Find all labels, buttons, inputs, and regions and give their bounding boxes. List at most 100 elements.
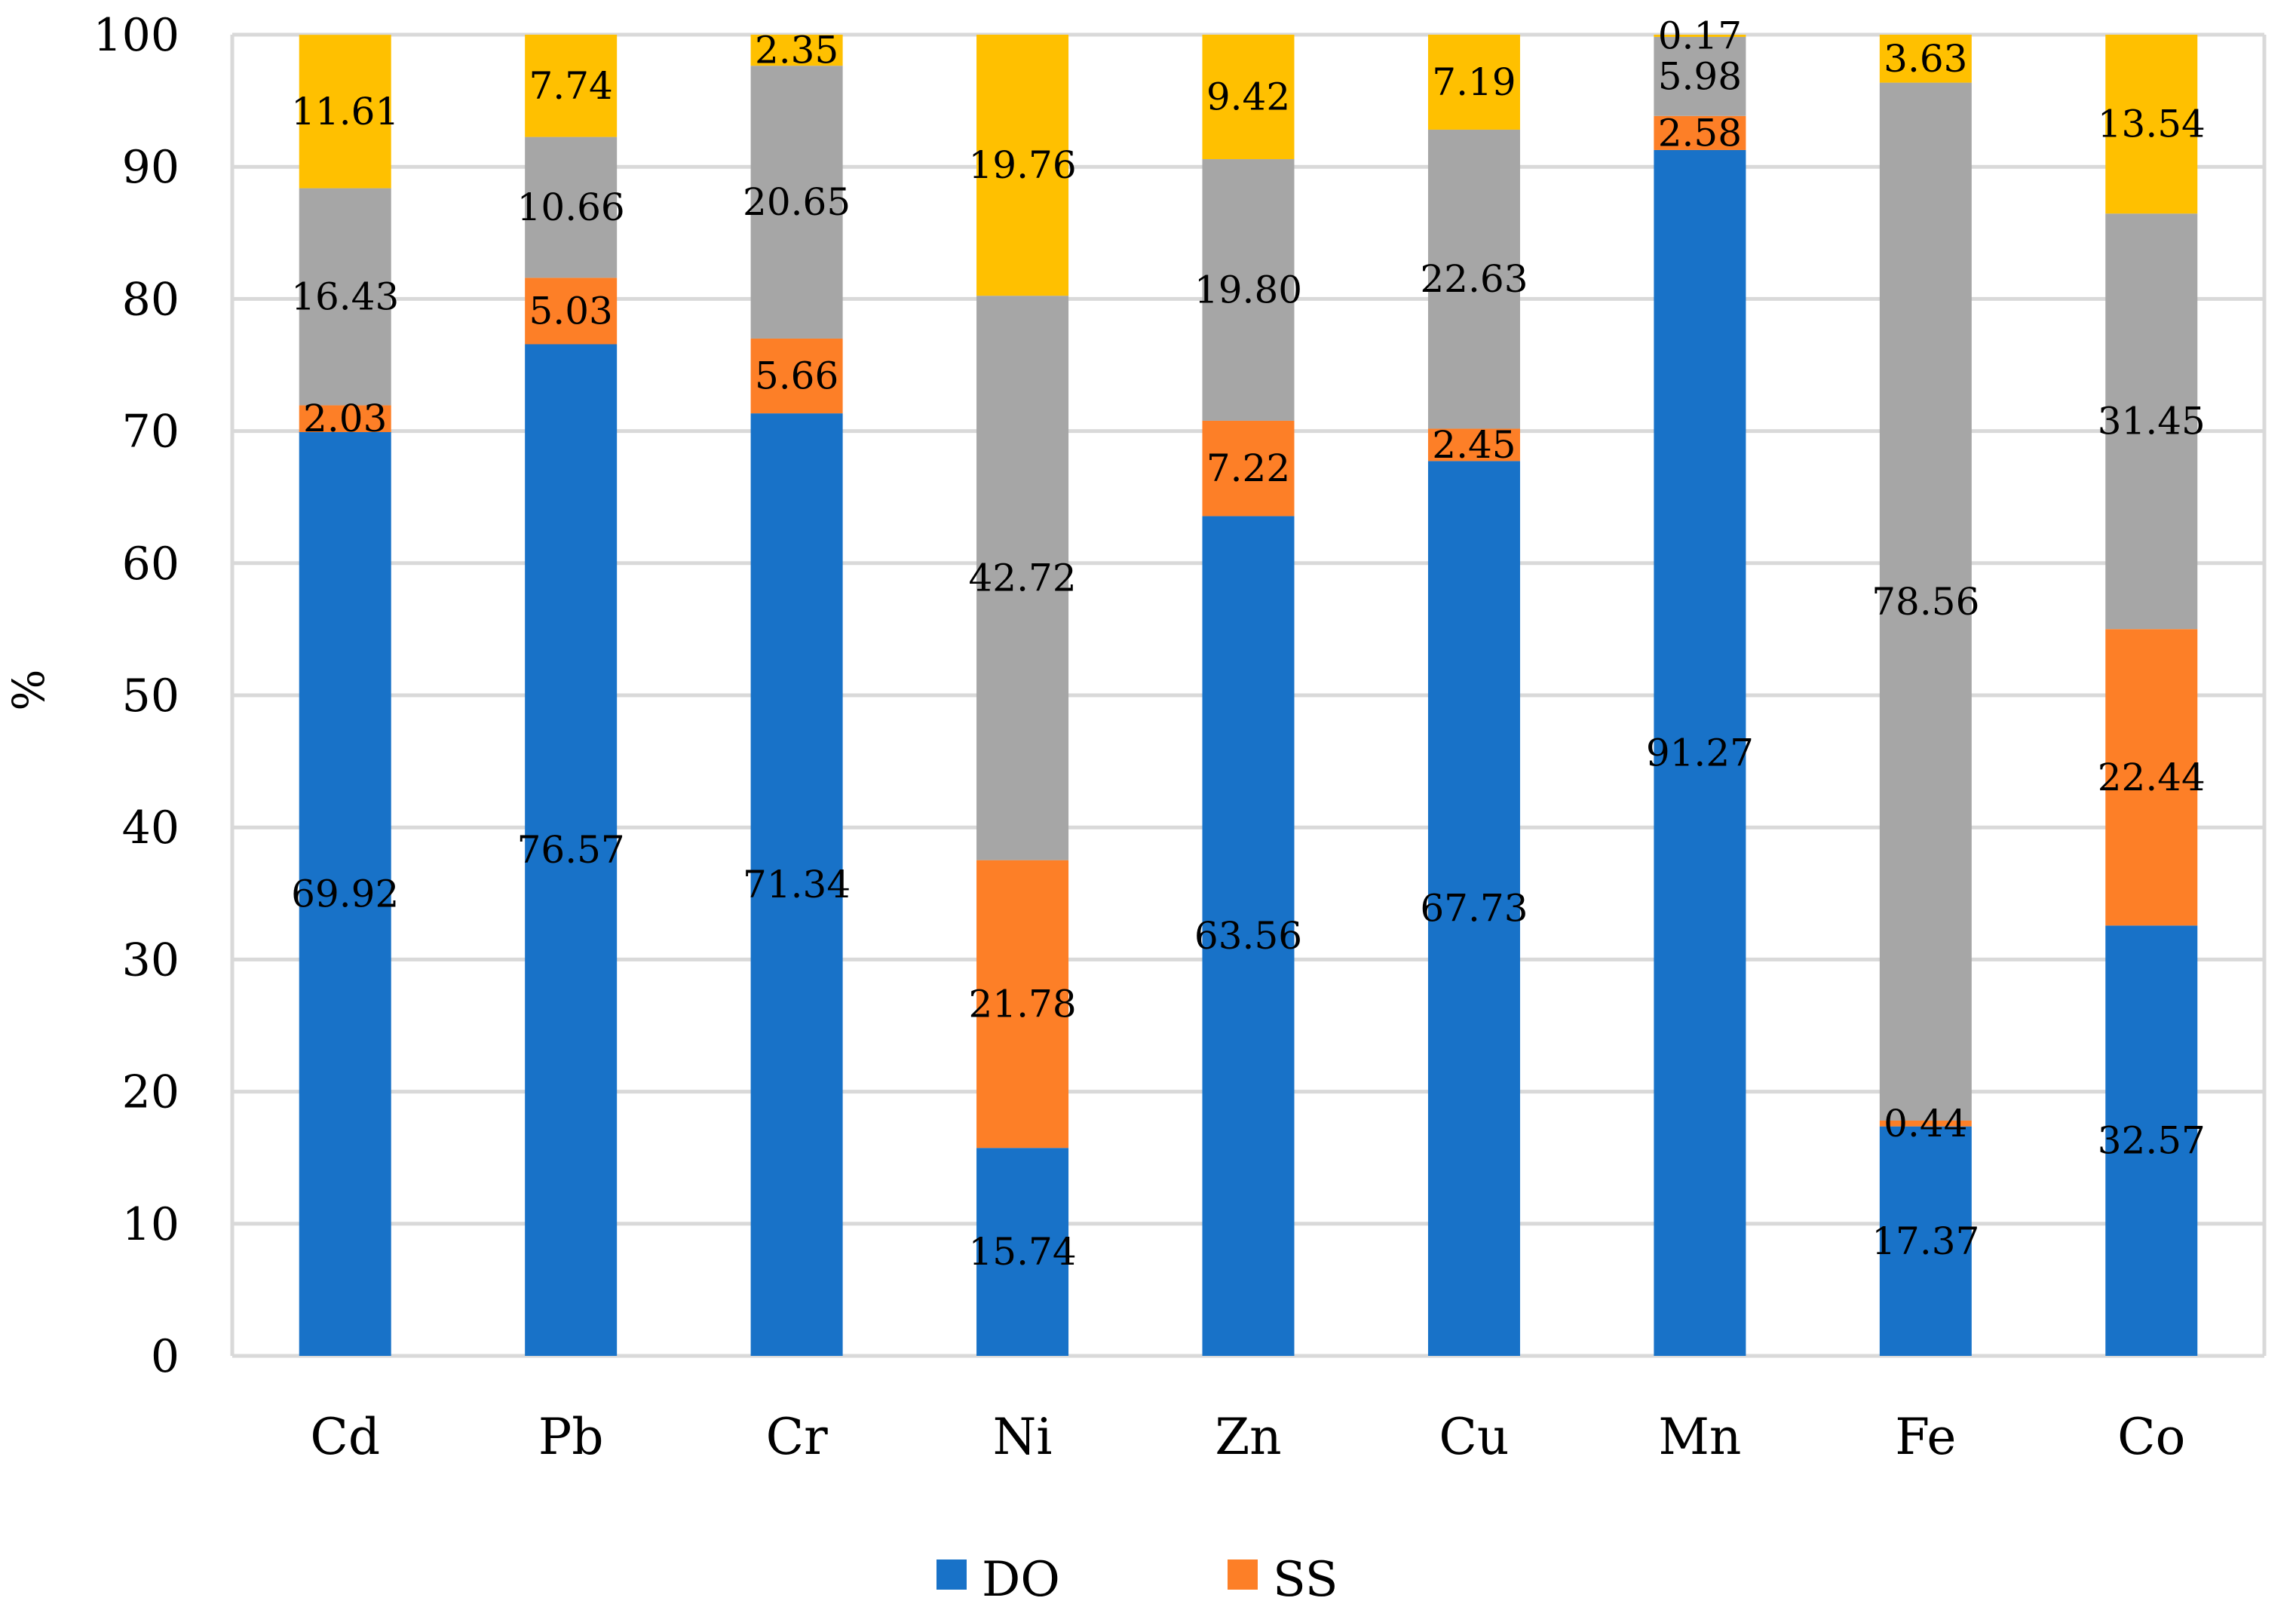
- data-label: 19.76: [968, 143, 1076, 187]
- data-label: 7.19: [1432, 60, 1516, 104]
- data-label: 22.44: [2098, 756, 2206, 799]
- y-tick-label: 0: [151, 1330, 179, 1383]
- bar-segment-Mn-1: [1654, 115, 1746, 150]
- bar-segment-Fe-2: [1879, 82, 1972, 1121]
- y-axis-title: %: [3, 669, 54, 710]
- data-label: 16.43: [291, 275, 399, 319]
- bars: [299, 35, 2198, 1357]
- x-category-label: Co: [2117, 1408, 2185, 1466]
- data-label: 69.92: [291, 873, 399, 916]
- data-label: 3.63: [1884, 37, 1967, 81]
- legend: DO SS: [936, 1552, 1338, 1607]
- bar-segment-Co-1: [2105, 629, 2198, 926]
- bar-segment-Ni-2: [976, 296, 1069, 860]
- x-category-label: Pb: [538, 1408, 604, 1466]
- y-tick-label: 70: [122, 406, 179, 458]
- data-label: 76.57: [517, 828, 625, 872]
- y-tick-label: 80: [122, 273, 179, 326]
- data-label: 7.74: [529, 64, 613, 108]
- x-axis-categories: Cd Pb Cr Ni Zn Cu Mn Fe Co: [310, 1408, 2185, 1466]
- bar-segment-Pb-0: [525, 344, 618, 1356]
- data-label: 67.73: [1420, 887, 1528, 931]
- data-label: 17.37: [1871, 1219, 1979, 1263]
- bar-segment-Fe-0: [1879, 1126, 1972, 1356]
- data-label: 0.17: [1658, 14, 1742, 57]
- data-label: 63.56: [1194, 914, 1302, 958]
- legend-swatch-SS: [1228, 1559, 1258, 1590]
- data-label: 0.44: [1884, 1102, 1967, 1145]
- bar-segment-Cr-2: [750, 66, 843, 339]
- x-category-label: Cr: [766, 1408, 828, 1466]
- data-label: 13.54: [2098, 103, 2206, 146]
- bar-segment-Cu-2: [1427, 129, 1520, 429]
- bar-segment-Zn-1: [1202, 420, 1295, 517]
- data-label: 20.65: [743, 180, 851, 224]
- data-label: 22.63: [1420, 257, 1528, 301]
- bar-segment-Cr-0: [750, 413, 843, 1356]
- data-label: 31.45: [2098, 400, 2206, 443]
- bar-segment-Fe-3: [1879, 35, 1972, 83]
- x-category-label: Cd: [310, 1408, 380, 1466]
- data-label: 11.61: [291, 90, 399, 133]
- bar-segment-Zn-2: [1202, 159, 1295, 421]
- y-tick-label: 60: [122, 538, 179, 590]
- data-label: 2.58: [1658, 111, 1742, 155]
- data-label: 9.42: [1206, 75, 1290, 119]
- data-label: 91.27: [1646, 731, 1754, 774]
- x-category-label: Cu: [1439, 1408, 1509, 1466]
- bar-segment-Cd-0: [299, 432, 391, 1356]
- bar-segment-Pb-1: [525, 278, 618, 345]
- data-label: 15.74: [968, 1230, 1076, 1274]
- data-label: 2.35: [755, 29, 838, 72]
- y-tick-label: 20: [122, 1066, 179, 1119]
- data-label: 10.66: [517, 186, 625, 229]
- legend-label-SS: SS: [1273, 1552, 1338, 1607]
- x-category-label: Zn: [1215, 1408, 1281, 1466]
- y-tick-label: 10: [122, 1198, 179, 1251]
- x-category-label: Mn: [1658, 1408, 1741, 1466]
- bar-segment-Co-0: [2105, 925, 2198, 1356]
- bar-segment-Mn-2: [1654, 36, 1746, 116]
- bar-segment-Ni-1: [976, 860, 1069, 1149]
- data-label: 21.78: [968, 982, 1076, 1026]
- data-label: 7.22: [1206, 446, 1290, 490]
- data-label: 5.03: [529, 289, 613, 333]
- bar-segment-Cu-0: [1427, 461, 1520, 1357]
- data-label: 32.57: [2098, 1119, 2206, 1163]
- data-label: 2.03: [303, 397, 387, 440]
- data-label: 42.72: [968, 556, 1076, 600]
- data-label: 5.66: [755, 354, 838, 398]
- bar-segment-Co-3: [2105, 35, 2198, 214]
- data-labels: 69.92 2.03 16.43 11.61 76.57 5.03 10.66 7.74 71.…: [291, 14, 2206, 1274]
- y-axis-ticks: 0 10 20 30 40 50 60 70 80 90 100: [93, 9, 179, 1383]
- data-label: 19.80: [1194, 268, 1302, 311]
- bar-segment-Ni-0: [976, 1148, 1069, 1356]
- bar-segment-Zn-0: [1202, 516, 1295, 1357]
- y-tick-label: 100: [93, 9, 179, 62]
- y-tick-label: 30: [122, 934, 179, 986]
- bar-segment-Cr-3: [750, 35, 843, 66]
- bar-segment-Mn-3: [1654, 35, 1746, 37]
- x-category-label: Fe: [1895, 1408, 1956, 1466]
- bar-segment-Mn-0: [1654, 149, 1746, 1357]
- bar-segment-Co-2: [2105, 213, 2198, 630]
- legend-label-DO: DO: [982, 1552, 1060, 1607]
- bar-segment-Ni-3: [976, 35, 1069, 296]
- legend-swatch-DO: [936, 1559, 967, 1590]
- bar-segment-Fe-1: [1879, 1120, 1972, 1127]
- y-tick-label: 90: [122, 141, 179, 194]
- y-tick-label: 50: [122, 670, 179, 722]
- data-label: 78.56: [1871, 580, 1979, 624]
- bar-segment-Cd-3: [299, 35, 391, 189]
- data-label: 2.45: [1432, 423, 1516, 467]
- data-label: 71.34: [743, 863, 851, 906]
- bar-segment-Cd-1: [299, 405, 391, 433]
- bar-segment-Cd-2: [299, 188, 391, 406]
- bar-segment-Cu-3: [1427, 35, 1520, 130]
- bar-segment-Cr-1: [750, 338, 843, 414]
- bar-segment-Zn-3: [1202, 35, 1295, 160]
- x-category-label: Ni: [993, 1408, 1053, 1466]
- y-tick-label: 40: [122, 802, 179, 854]
- bar-segment-Pb-3: [525, 35, 618, 137]
